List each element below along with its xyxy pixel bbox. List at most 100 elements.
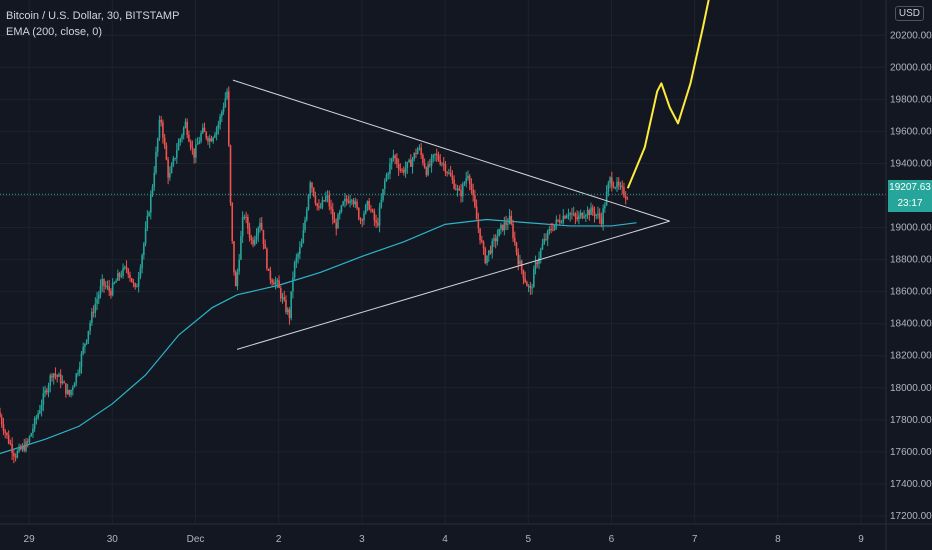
last-price-label: 19207.63 — [888, 180, 932, 196]
candle-body — [260, 223, 263, 230]
candle-body — [394, 155, 396, 159]
candle-body — [494, 238, 497, 242]
candle-body — [342, 201, 344, 206]
candle-body — [39, 410, 41, 414]
candle-body — [337, 214, 339, 229]
triangle-upper-line[interactable] — [232, 79, 670, 222]
symbol-title[interactable]: Bitcoin / U.S. Dollar, 30, BITSTAMP — [6, 10, 180, 22]
candle-body — [11, 444, 13, 454]
candle-body — [169, 173, 171, 178]
candle-body — [366, 200, 369, 206]
candle-body — [356, 201, 358, 208]
candle-body — [288, 309, 291, 319]
candle-body — [309, 182, 312, 196]
candle-body — [193, 148, 195, 158]
candle-body — [113, 282, 116, 284]
candle-body — [205, 131, 208, 138]
candle-body — [302, 230, 305, 243]
candle-body — [420, 147, 422, 156]
candle-body — [158, 119, 161, 139]
candle-body — [182, 127, 185, 136]
candle-body — [429, 164, 431, 166]
candle-body — [375, 220, 377, 224]
candle-body — [441, 163, 443, 165]
candle-body — [201, 127, 204, 134]
candle-body — [349, 200, 351, 203]
bar-countdown-label: 23:17 — [888, 196, 932, 212]
candle-body — [26, 441, 29, 443]
ema-line-group — [0, 218, 637, 455]
candle-body — [13, 453, 15, 457]
candle-body — [396, 158, 398, 165]
indicator-title[interactable]: EMA (200, close, 0) — [6, 26, 102, 38]
candle-body — [125, 266, 128, 270]
candle-body — [557, 219, 559, 221]
projection-brush-line[interactable] — [627, 0, 711, 189]
candle-body — [519, 260, 521, 265]
candle-body — [475, 206, 478, 220]
candle-body — [432, 154, 435, 158]
chart-grid — [0, 0, 886, 524]
candle-body — [58, 374, 60, 377]
candle-body — [0, 416, 3, 425]
candle-body — [210, 138, 213, 142]
candle-body — [569, 213, 572, 215]
candle-body — [347, 200, 350, 203]
candle-body — [198, 141, 201, 144]
candle-body — [552, 229, 554, 231]
candle-body — [231, 202, 234, 242]
candle-body — [318, 206, 320, 208]
triangle-lower-line[interactable] — [236, 220, 670, 350]
candle-body — [179, 138, 182, 143]
candle-body — [463, 182, 466, 185]
candle-body — [78, 367, 81, 373]
candle-body — [0, 411, 1, 417]
candle-body — [590, 207, 592, 216]
candle-body — [172, 158, 175, 166]
candle-body — [435, 153, 438, 156]
ema-line — [0, 218, 637, 455]
candle-body — [430, 157, 433, 166]
candle-body — [52, 373, 55, 378]
candle-body — [165, 145, 168, 160]
candle-body — [262, 229, 265, 245]
candle-body — [351, 200, 353, 202]
time-axis[interactable]: 29 30 Dec 2 3 4 5 6 7 8 9 — [0, 523, 932, 545]
candle-body — [333, 219, 336, 223]
candle-body — [602, 208, 604, 225]
candle-body — [295, 257, 298, 263]
candle-body — [536, 262, 539, 265]
candle-body — [493, 238, 495, 241]
candle-body — [66, 389, 69, 394]
candle-body — [330, 206, 332, 210]
candle-body — [117, 273, 119, 281]
candle-body — [581, 212, 584, 218]
candle-body — [489, 250, 492, 254]
candle-body — [191, 147, 194, 149]
candle-body — [293, 262, 296, 278]
candle-body — [136, 286, 138, 288]
candle-body — [522, 269, 525, 279]
candle-body — [545, 238, 547, 240]
price-axis[interactable]: 17200.00 17400.00 17600.00 17800.00 18000.00… — [885, 0, 932, 550]
candle-body — [583, 216, 585, 218]
candle-body — [621, 185, 624, 188]
candle-body — [392, 155, 395, 159]
candle-body — [572, 213, 575, 215]
candle-body — [257, 227, 260, 236]
candle-body — [465, 178, 468, 183]
currency-button[interactable]: USD — [894, 6, 924, 21]
candle-body — [389, 163, 391, 174]
price-tick-label: 18800.00 — [890, 255, 932, 266]
candle-body — [553, 224, 556, 230]
candle-body — [619, 185, 622, 187]
candle-body — [377, 223, 379, 226]
candle-body — [487, 250, 490, 256]
candle-body — [45, 390, 48, 393]
candle-body — [267, 268, 270, 271]
candle-body — [363, 213, 365, 221]
candle-body — [612, 186, 615, 188]
candle-body — [61, 381, 64, 384]
candle-body — [364, 205, 367, 214]
